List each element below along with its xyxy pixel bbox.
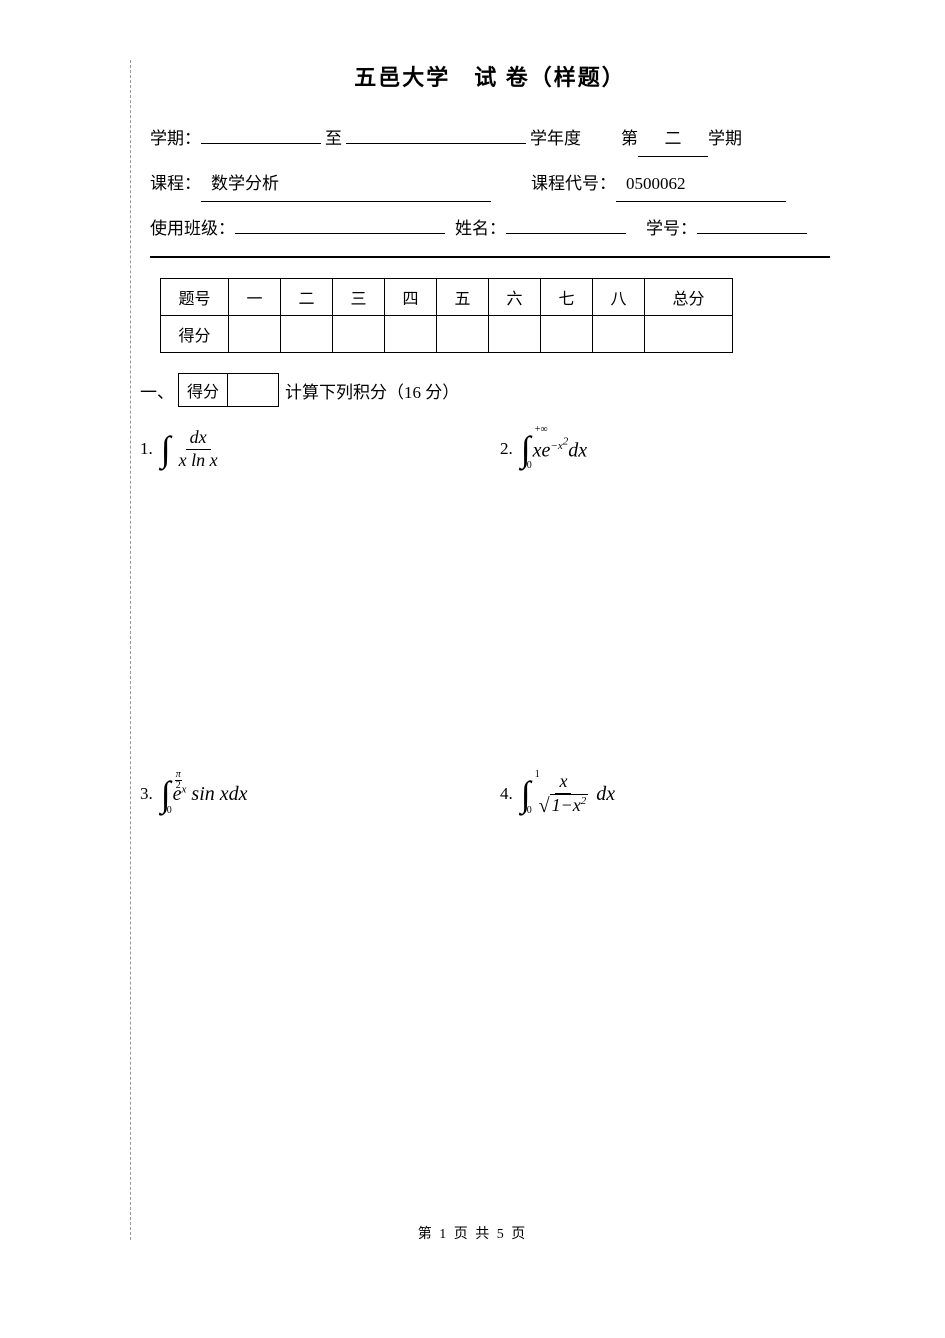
semester-to-blank (346, 124, 526, 144)
problem-number: 4. (500, 784, 513, 804)
score-cell (541, 316, 593, 353)
semester-label: 学期： (150, 122, 201, 156)
score-cell (333, 316, 385, 353)
divider-line (150, 256, 830, 258)
col-header: 二 (281, 279, 333, 316)
table-row: 题号 一 二 三 四 五 六 七 八 总分 (161, 279, 733, 316)
section-title: 计算下列积分（16 分） (285, 378, 459, 403)
name-blank (506, 214, 626, 234)
score-cell (281, 316, 333, 353)
col-header: 六 (489, 279, 541, 316)
course-label: 课程： (150, 167, 201, 201)
problem-row: 1. ∫ dx x ln x 2. ∫+∞0 xe−x2dx (130, 427, 850, 471)
score-cell (593, 316, 645, 353)
course-code-value: 0500062 (616, 167, 786, 202)
score-cell (229, 316, 281, 353)
problem-2: 2. ∫+∞0 xe−x2dx (490, 427, 850, 471)
section-header: 一、 得分 计算下列积分（16 分） (140, 373, 850, 407)
problem-number: 2. (500, 439, 513, 459)
col-header: 一 (229, 279, 281, 316)
problem-number: 1. (140, 439, 153, 459)
term-prefix: 第 (621, 122, 638, 156)
score-box-blank (228, 374, 278, 406)
semester-from-blank (201, 124, 321, 144)
info-row-semester: 学期： 至 学年度 第 二 学期 (150, 122, 850, 157)
col-header: 八 (593, 279, 645, 316)
score-cell (385, 316, 437, 353)
info-row-student: 使用班级： 姓名： 学号： (150, 212, 850, 246)
math-expression: ∫ dx x ln x (161, 427, 224, 471)
math-expression: ∫10 x √1−x2 dx (521, 771, 615, 818)
table-row: 得分 (161, 316, 733, 353)
section-number: 一、 (140, 378, 174, 403)
page-footer: 第 1 页 共 5 页 (0, 1223, 945, 1243)
row-label: 得分 (161, 316, 229, 353)
page-title: 五邑大学 试 卷（样题） (130, 60, 850, 92)
problem-4: 4. ∫10 x √1−x2 dx (490, 771, 850, 818)
course-code-label: 课程代号： (531, 167, 616, 201)
term-value: 二 (638, 122, 708, 157)
score-cell (645, 316, 733, 353)
total-header: 总分 (645, 279, 733, 316)
section-score-box: 得分 (178, 373, 279, 407)
score-cell (437, 316, 489, 353)
exam-page: 五邑大学 试 卷（样题） 学期： 至 学年度 第 二 学期 课程： 数学分析 课… (130, 60, 850, 818)
problem-row: 3. ∫π20 ex sin xdx 4. ∫10 x √1−x2 dx (130, 771, 850, 818)
col-header: 七 (541, 279, 593, 316)
col-header: 五 (437, 279, 489, 316)
id-blank (697, 214, 807, 234)
col-header: 四 (385, 279, 437, 316)
term-suffix: 学期 (708, 122, 742, 156)
name-label: 姓名： (455, 212, 506, 246)
problem-1: 1. ∫ dx x ln x (130, 427, 490, 471)
problem-number: 3. (140, 784, 153, 804)
class-blank (235, 214, 445, 234)
problem-3: 3. ∫π20 ex sin xdx (130, 771, 490, 818)
col-header: 三 (333, 279, 385, 316)
math-expression: ∫+∞0 xe−x2dx (521, 431, 587, 467)
class-label: 使用班级： (150, 212, 235, 246)
score-table: 题号 一 二 三 四 五 六 七 八 总分 得分 (160, 278, 733, 353)
problems-area: 1. ∫ dx x ln x 2. ∫+∞0 xe−x2dx (130, 427, 850, 818)
row-label: 题号 (161, 279, 229, 316)
score-box-label: 得分 (179, 374, 228, 406)
score-cell (489, 316, 541, 353)
course-value: 数学分析 (201, 167, 491, 202)
to-label: 至 (325, 122, 342, 156)
info-row-course: 课程： 数学分析 课程代号： 0500062 (150, 167, 850, 202)
year-label: 学年度 (530, 122, 581, 156)
id-label: 学号： (646, 212, 697, 246)
math-expression: ∫π20 ex sin xdx (161, 776, 248, 812)
